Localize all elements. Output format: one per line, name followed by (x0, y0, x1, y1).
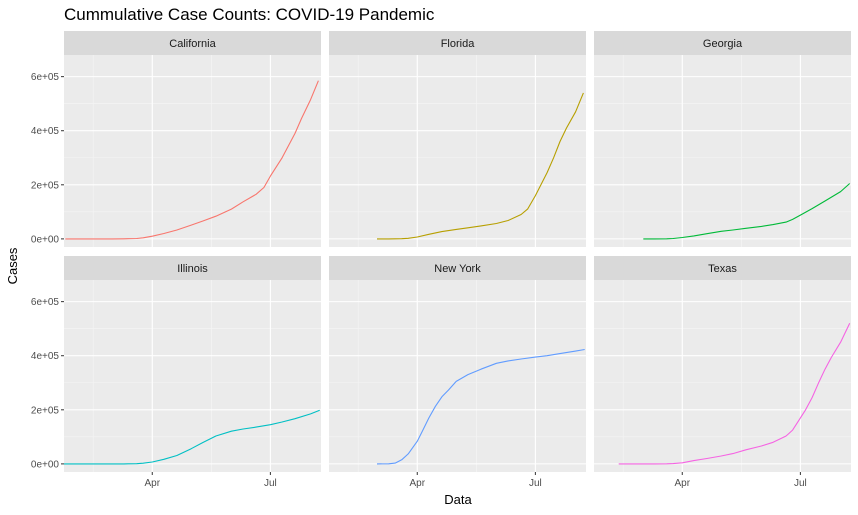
panel-texas: Texas Apr Jul (594, 256, 851, 489)
strip-georgia (594, 31, 851, 55)
x-tick-label: Apr (674, 478, 690, 489)
gridlines-florida (329, 55, 586, 247)
plot-background-texas (594, 280, 851, 472)
chart-title: Cummulative Case Counts: COVID-19 Pandem… (64, 5, 435, 24)
strip-texas (594, 256, 851, 280)
y-tick-label: 6e+05 (31, 297, 60, 308)
strip-label-texas: Texas (708, 263, 737, 275)
series-line-georgia (643, 183, 851, 240)
gridlines-new-york (329, 280, 586, 472)
panel-georgia: Georgia (594, 31, 851, 247)
plot-background-illinois (64, 280, 321, 472)
series-line-illinois (64, 409, 320, 465)
plot-background-new-york (329, 280, 586, 472)
y-tick-label: 2e+05 (31, 405, 60, 416)
plot-background-california (64, 55, 321, 247)
strip-label-georgia: Georgia (703, 38, 743, 50)
facet-panels: California 0e+00 2e+05 4e+05 6e+05 Florida Geo… (31, 31, 851, 489)
y-axis-title: Cases (5, 247, 20, 284)
series-line-florida (377, 92, 584, 240)
x-tick-label: Apr (144, 478, 160, 489)
plot-background-florida (329, 55, 586, 247)
strip-illinois (64, 256, 321, 280)
gridlines-illinois (64, 280, 321, 472)
gridlines-california (64, 55, 321, 247)
x-tick-label: Jul (529, 478, 542, 489)
y-tick-label: 4e+05 (31, 351, 60, 362)
strip-label-florida: Florida (441, 38, 476, 50)
panel-florida: Florida (329, 31, 586, 247)
strip-new-york (329, 256, 586, 280)
x-axis-title: Data (444, 492, 472, 507)
y-tick-label: 6e+05 (31, 72, 60, 83)
strip-label-new-york: New York (434, 263, 481, 275)
y-tick-label: 0e+00 (31, 459, 60, 470)
panel-new-york: New York Apr Jul (329, 256, 586, 489)
x-tick-label: Apr (409, 478, 425, 489)
x-tick-label: Jul (264, 478, 277, 489)
strip-florida (329, 31, 586, 55)
y-tick-label: 2e+05 (31, 180, 60, 191)
gridlines-texas (594, 280, 851, 472)
strip-label-california: California (169, 38, 216, 50)
panel-california: California 0e+00 2e+05 4e+05 6e+05 (31, 31, 321, 247)
y-tick-label: 4e+05 (31, 126, 60, 137)
plot-background-georgia (594, 55, 851, 247)
gridlines-georgia (594, 55, 851, 247)
x-tick-label: Jul (794, 478, 807, 489)
strip-label-illinois: Illinois (177, 263, 208, 275)
series-line-texas (618, 323, 851, 465)
y-tick-label: 0e+00 (31, 234, 60, 245)
series-line-california (65, 80, 319, 240)
panel-illinois: Illinois 0e+00 2e+05 4e+05 6e+05 Apr Jul (31, 256, 321, 489)
series-line-new-york (376, 348, 585, 465)
strip-california (64, 31, 321, 55)
